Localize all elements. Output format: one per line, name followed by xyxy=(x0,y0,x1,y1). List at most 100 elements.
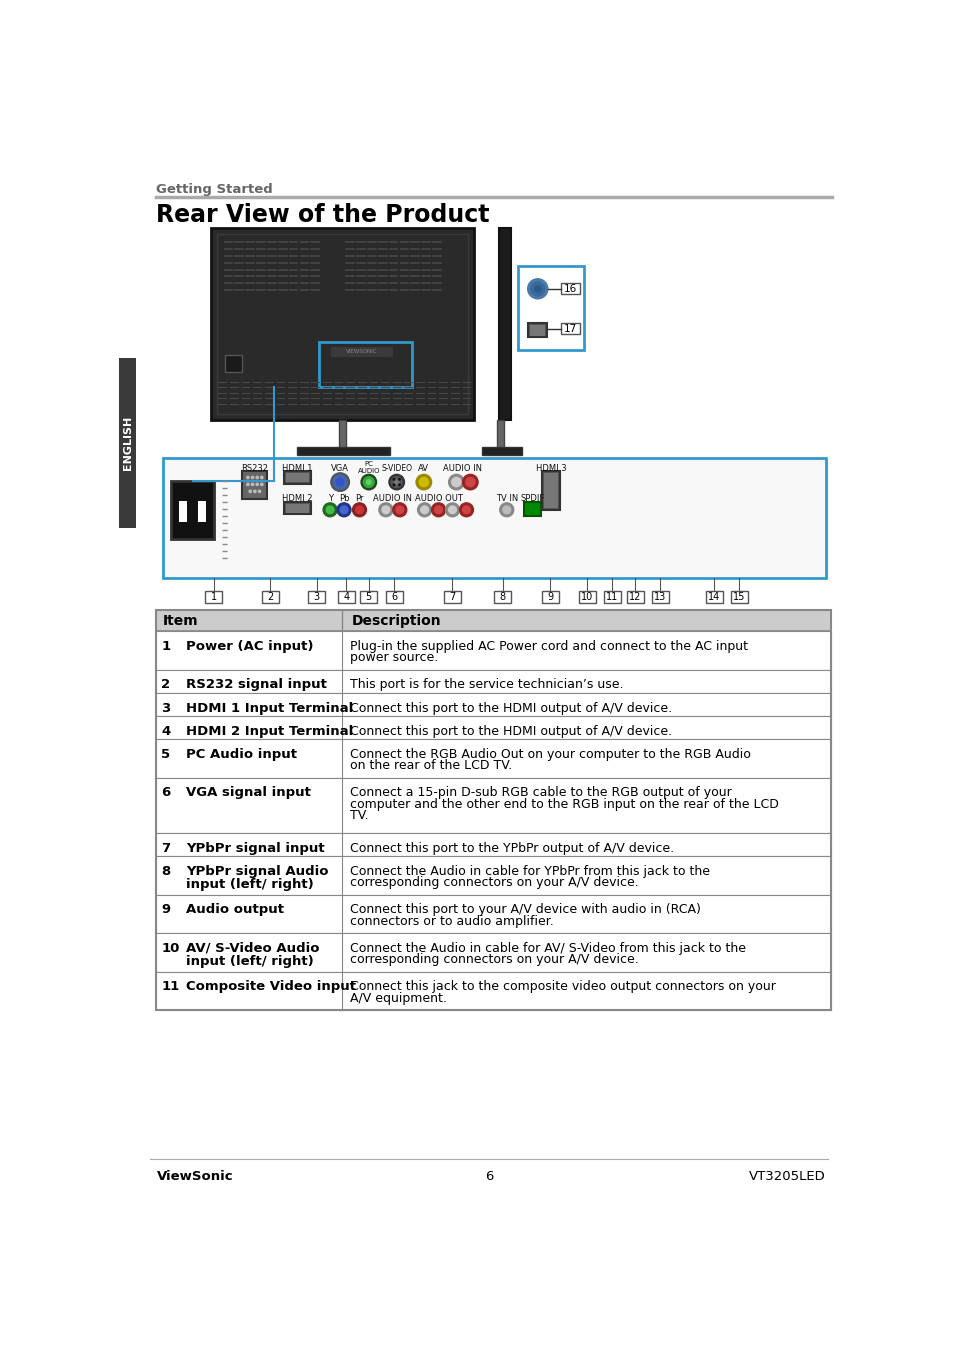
Text: 1: 1 xyxy=(211,592,216,601)
Bar xyxy=(283,472,311,484)
Bar xyxy=(283,501,311,515)
Bar xyxy=(523,501,540,516)
Text: Item: Item xyxy=(162,613,198,628)
Text: 3: 3 xyxy=(314,592,319,601)
Circle shape xyxy=(253,491,255,492)
Bar xyxy=(331,348,393,357)
Text: 11: 11 xyxy=(605,592,618,601)
Bar xyxy=(156,693,830,716)
Bar xyxy=(156,972,830,1010)
Bar xyxy=(179,500,187,522)
Text: input (left/ right): input (left/ right) xyxy=(186,878,314,891)
Bar xyxy=(443,590,460,603)
Text: 6: 6 xyxy=(391,592,397,601)
Circle shape xyxy=(363,477,374,488)
Text: HDMI 1 Input Terminal: HDMI 1 Input Terminal xyxy=(186,701,353,714)
Bar xyxy=(224,355,241,372)
Text: SPDIF: SPDIF xyxy=(519,495,544,503)
Circle shape xyxy=(381,506,390,514)
Circle shape xyxy=(331,473,349,491)
Bar xyxy=(296,448,390,456)
Circle shape xyxy=(527,279,547,299)
Text: TV IN: TV IN xyxy=(496,495,517,503)
Circle shape xyxy=(462,506,470,514)
Text: Y: Y xyxy=(327,495,333,503)
Circle shape xyxy=(260,483,263,485)
Circle shape xyxy=(416,474,431,489)
Text: 8: 8 xyxy=(499,592,505,601)
Text: Rear View of the Product: Rear View of the Product xyxy=(156,204,490,228)
Text: 2: 2 xyxy=(161,678,170,692)
Circle shape xyxy=(252,483,253,485)
Text: Connect this port to the HDMI output of A/V device.: Connect this port to the HDMI output of … xyxy=(350,725,672,737)
Text: Description: Description xyxy=(352,613,441,628)
Text: 10: 10 xyxy=(580,592,593,601)
Text: 4: 4 xyxy=(161,725,171,737)
Bar xyxy=(156,778,830,833)
Text: ENGLISH: ENGLISH xyxy=(123,415,132,470)
Bar xyxy=(543,473,558,508)
Bar xyxy=(119,359,136,527)
Bar xyxy=(494,590,511,603)
Circle shape xyxy=(335,479,344,485)
Text: 4: 4 xyxy=(343,592,349,601)
Circle shape xyxy=(502,506,510,514)
Circle shape xyxy=(435,506,442,514)
Text: Connect the Audio in cable for YPbPr from this jack to the: Connect the Audio in cable for YPbPr fro… xyxy=(350,865,709,878)
Text: VGA: VGA xyxy=(331,464,349,473)
Bar xyxy=(481,448,521,456)
Circle shape xyxy=(394,480,398,484)
Text: power source.: power source. xyxy=(350,651,438,665)
Bar xyxy=(261,590,278,603)
Circle shape xyxy=(530,282,544,295)
Text: RS232: RS232 xyxy=(241,464,268,473)
Circle shape xyxy=(353,503,366,516)
Text: Pb: Pb xyxy=(338,495,349,503)
Bar xyxy=(286,473,309,483)
Bar xyxy=(242,472,267,499)
Circle shape xyxy=(389,474,404,489)
Text: TV.: TV. xyxy=(350,809,369,822)
Circle shape xyxy=(260,476,263,479)
Circle shape xyxy=(398,479,400,480)
Text: ViewSonic: ViewSonic xyxy=(156,1170,233,1184)
Text: AV: AV xyxy=(417,464,429,473)
Circle shape xyxy=(420,506,428,514)
Bar xyxy=(156,856,830,895)
Circle shape xyxy=(398,484,400,485)
Text: S-VIDEO: S-VIDEO xyxy=(381,464,412,473)
Bar xyxy=(216,235,468,414)
Circle shape xyxy=(393,503,406,516)
Bar xyxy=(156,631,830,670)
Circle shape xyxy=(418,477,428,487)
Text: A/V equipment.: A/V equipment. xyxy=(350,992,447,1004)
Bar xyxy=(308,590,325,603)
Text: Plug-in the supplied AC Power cord and connect to the AC input: Plug-in the supplied AC Power cord and c… xyxy=(350,640,747,652)
Text: Connect this jack to the composite video output connectors on your: Connect this jack to the composite video… xyxy=(350,980,775,993)
Text: VGA signal input: VGA signal input xyxy=(186,786,311,799)
Circle shape xyxy=(395,506,403,514)
Bar xyxy=(541,472,559,510)
Bar xyxy=(286,504,309,512)
Circle shape xyxy=(336,503,351,516)
Bar xyxy=(578,590,596,603)
Text: 1: 1 xyxy=(161,640,170,652)
Circle shape xyxy=(360,474,376,489)
Text: HDMI 1: HDMI 1 xyxy=(282,464,313,473)
Circle shape xyxy=(534,286,540,293)
Circle shape xyxy=(255,476,258,479)
Circle shape xyxy=(247,483,249,485)
Circle shape xyxy=(417,503,431,516)
Circle shape xyxy=(255,483,258,485)
Text: on the rear of the LCD TV.: on the rear of the LCD TV. xyxy=(350,759,512,772)
Text: connectors or to audio amplifier.: connectors or to audio amplifier. xyxy=(350,915,554,927)
Text: AUDIO IN: AUDIO IN xyxy=(373,495,411,503)
Text: Connect the Audio in cable for AV/ S-Video from this jack to the: Connect the Audio in cable for AV/ S-Vid… xyxy=(350,942,745,954)
Bar xyxy=(541,590,558,603)
Text: Getting Started: Getting Started xyxy=(156,183,273,197)
Circle shape xyxy=(448,474,464,489)
Circle shape xyxy=(378,503,393,516)
Text: VT3205LED: VT3205LED xyxy=(748,1170,825,1184)
Text: 3: 3 xyxy=(161,701,171,714)
Text: Connect a 15-pin D-sub RGB cable to the RGB output of your: Connect a 15-pin D-sub RGB cable to the … xyxy=(350,786,731,799)
